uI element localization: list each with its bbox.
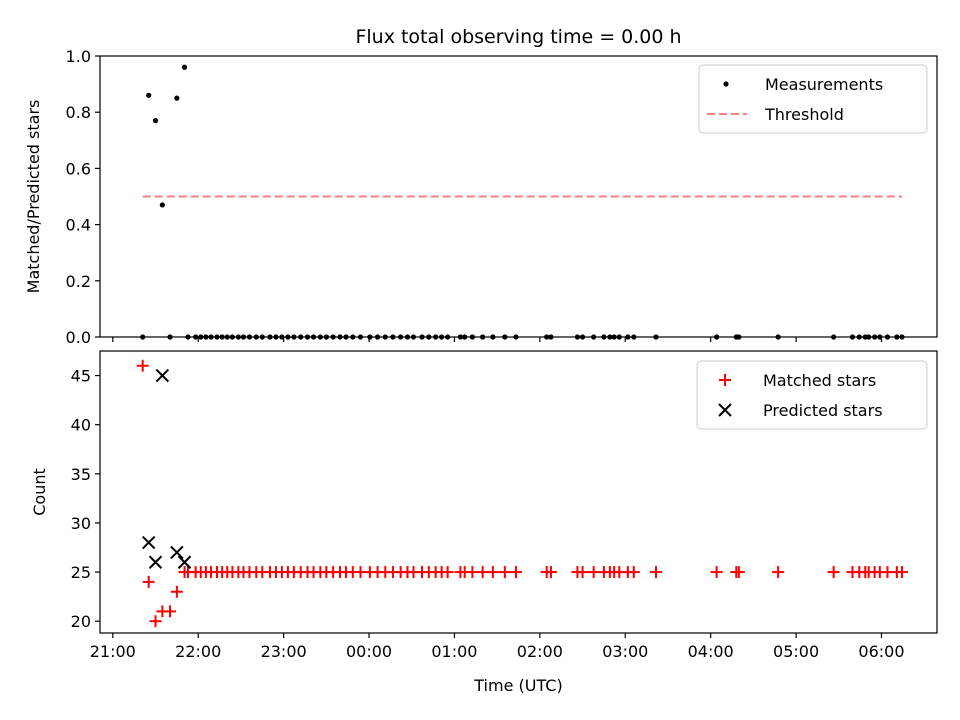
y-tick-label: 0.0 (66, 328, 91, 347)
top-panel-legend: Measurements Threshold (698, 64, 928, 134)
measurement-point (146, 92, 152, 98)
predicted-star-point (170, 545, 184, 560)
matched-star-point (827, 566, 840, 579)
matched-star-point (466, 566, 479, 579)
x-tick-label: 06:00 (858, 642, 904, 661)
y-tick-label: 40 (71, 416, 91, 435)
legend-measurements-label: Measurements (765, 75, 883, 94)
top-panel-ratio-plot: Flux total observing time = 0.00 h 0.0 0.… (24, 26, 938, 347)
matched-star-point (627, 566, 640, 579)
matched-star-point (732, 566, 745, 579)
y-tick-label: 0.4 (66, 216, 91, 235)
measurement-point (152, 118, 159, 124)
matched-star-point (576, 566, 589, 579)
x-tick-label: 23:00 (261, 642, 307, 661)
bottom-panel-count-plot: 20 25 30 35 40 45 21:00 22:00 23:00 00:00 01:00 02:… (30, 350, 938, 695)
predicted-star-point (155, 368, 170, 383)
legend-predicted-marker (718, 403, 732, 417)
y-tick-label: 0.6 (66, 159, 91, 178)
matched-star-point (772, 566, 785, 579)
x-tick-label: 02:00 (517, 642, 563, 661)
matched-star-point (164, 605, 177, 618)
y-tick-label: 45 (71, 367, 91, 386)
x-tick-label: 00:00 (346, 642, 392, 661)
matched-star-point (486, 566, 499, 579)
top-panel-axes-frame (99, 55, 938, 338)
bottom-panel-legend: Matched stars Predicted stars (696, 360, 928, 430)
matched-star-point (170, 585, 183, 598)
y-tick-label: 0.8 (66, 103, 91, 122)
bottom-legend-frame (696, 360, 928, 430)
x-tick-label: 04:00 (688, 642, 734, 661)
y-tick-label: 20 (71, 612, 91, 631)
matched-star-point (544, 566, 557, 579)
matched-star-point (142, 575, 155, 588)
legend-predicted-label: Predicted stars (763, 401, 883, 420)
matched-star-point (509, 566, 522, 579)
matched-star-point (587, 566, 600, 579)
y-tick-label: 25 (71, 563, 91, 582)
matched-star-point (136, 359, 149, 372)
legend-matched-label: Matched stars (763, 371, 876, 390)
bottom-panel-marks (136, 359, 908, 628)
matched-star-point (895, 566, 908, 579)
matched-star-point (441, 566, 454, 579)
measurement-point (159, 202, 165, 208)
bottom-panel-axes-frame (99, 350, 938, 634)
y-tick-label: 1.0 (66, 47, 91, 66)
bottom-panel-ticks: 20 25 30 35 40 45 21:00 22:00 23:00 00:00 01:00 02:… (71, 367, 905, 661)
matched-star-point (710, 566, 723, 579)
predicted-star-point (177, 555, 192, 569)
legend-measurements-marker (723, 81, 729, 87)
legend-threshold-label: Threshold (764, 105, 844, 124)
top-panel-y-axis-label: Matched/Predicted stars (24, 100, 43, 294)
measurement-point (174, 95, 180, 101)
y-tick-label: 30 (71, 514, 91, 533)
predicted-star-point (148, 555, 163, 569)
bottom-panel-y-axis-label: Count (30, 468, 49, 516)
chart-title: Flux total observing time = 0.00 h (355, 26, 681, 48)
matched-star-point (476, 566, 489, 579)
matched-star-point (650, 566, 663, 579)
measurement-point (181, 64, 188, 70)
x-axis-label: Time (UTC) (473, 676, 562, 695)
x-tick-label: 03:00 (602, 642, 648, 661)
legend-matched-marker (719, 374, 731, 386)
predicted-star-point (141, 535, 156, 550)
matched-star-point (498, 566, 511, 579)
matched-star-point (149, 615, 162, 628)
x-tick-label: 01:00 (431, 642, 477, 661)
x-tick-label: 22:00 (175, 642, 221, 661)
y-tick-label: 0.2 (66, 272, 91, 291)
top-legend-frame (698, 64, 928, 134)
x-tick-label: 05:00 (773, 642, 819, 661)
y-tick-label: 35 (71, 465, 91, 484)
x-tick-label: 21:00 (90, 642, 136, 661)
